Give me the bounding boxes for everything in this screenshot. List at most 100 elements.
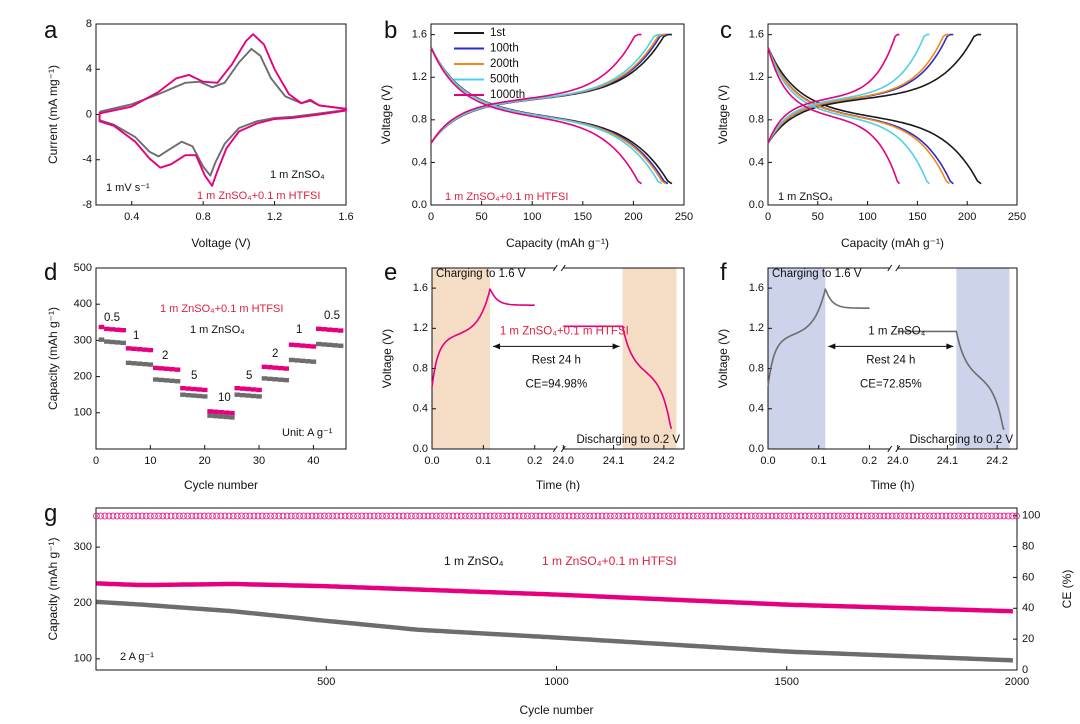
panel-g-ce-point — [478, 512, 486, 520]
panel-d-point — [261, 364, 268, 370]
panel-g-ce-point — [673, 512, 681, 520]
panel-g-ce-point — [793, 512, 801, 520]
panel-d-point — [245, 393, 251, 398]
panel-b-charge-curve — [430, 33, 668, 144]
panel-g-ce-point — [234, 512, 241, 520]
panel-d-point — [283, 377, 290, 383]
panel-g-ce-point — [503, 512, 511, 520]
panel-b-x-tick-label: 0 — [428, 211, 434, 223]
panel-d-rate-label: 10 — [218, 392, 231, 404]
panel-e-ylabel: Voltage (V) — [380, 329, 394, 388]
panel-g-ce-point — [607, 512, 614, 520]
panel-g-ce-point — [246, 512, 254, 520]
panel-g-ce-point — [544, 512, 552, 520]
panel-g-ce-point — [312, 512, 320, 520]
panel-c-x-tick-label: 100 — [858, 211, 876, 223]
panel-d-point — [272, 377, 279, 382]
panel-c-charge-curve — [767, 33, 950, 144]
panel-g-ce-point — [913, 512, 921, 520]
panel-d-point — [201, 394, 208, 399]
panel-f-electrolyte-label: 1 m ZnSO₄ — [868, 325, 925, 337]
panel-d-rate-label: 0.5 — [104, 312, 120, 324]
panel-g-ce-point — [930, 512, 937, 520]
panel-g-ce-point — [644, 512, 652, 520]
panel-g-ce-point — [669, 512, 676, 520]
panel-d-y-tick-label: 100 — [74, 407, 92, 419]
panel-g-ce-point — [951, 512, 958, 520]
panel-d-point — [180, 385, 186, 391]
panel-g-ce-point — [984, 512, 991, 520]
panel-g-ce-point — [221, 512, 229, 520]
panel-d-point — [299, 358, 306, 364]
panel-d-point — [109, 327, 116, 332]
panel-g-ce-point — [801, 512, 809, 520]
panel-g-ce-point — [743, 512, 751, 520]
panel-g-ce-point — [383, 512, 390, 520]
panel-g-ce-point — [822, 512, 830, 520]
panel-g-ce-point — [897, 512, 904, 520]
panel-e-electrolyte-label: 1 m ZnSO₄+0.1 m HTFSI — [500, 325, 629, 337]
panel-g-ce-point — [105, 512, 113, 520]
panel-g-ce-point — [988, 512, 996, 520]
panel-g-ce-point — [718, 512, 726, 520]
panel-d-point — [147, 347, 154, 353]
panel-d-point — [125, 346, 132, 351]
panel-d-point — [256, 387, 262, 393]
panel-g-ce-point — [996, 512, 1004, 520]
panel-d-point — [125, 360, 132, 366]
panel-d-point — [185, 386, 192, 391]
panel-d-point — [321, 342, 328, 347]
panel-g-x-tick-label: 1000 — [544, 676, 568, 688]
panel-a-y-tick-label: 4 — [86, 63, 92, 75]
panel-c-y-tick-label: 0.8 — [749, 114, 764, 126]
panel-b-x-tick-label: 200 — [624, 211, 642, 223]
panel-c-x-tick-label: 250 — [1008, 211, 1026, 223]
panel-g-ce-point — [760, 512, 768, 520]
panel-g-ce-point — [499, 512, 506, 520]
panel-d-point — [158, 377, 165, 383]
panel-g-ce-point — [138, 512, 146, 520]
panel-b-legend-label: 200th — [490, 58, 519, 70]
panel-g-ce-point — [901, 512, 908, 520]
panel-d-point — [98, 337, 105, 342]
panel-g-ce-point — [192, 512, 200, 520]
panel-g-x-tick-label: 2000 — [1005, 676, 1029, 688]
panel-d-point — [250, 393, 257, 399]
panel-g-ce-point — [855, 512, 863, 520]
panel-letter-d: d — [44, 259, 57, 286]
panel-g-ce-point — [602, 512, 610, 520]
panel-b-x-tick-label: 250 — [675, 211, 693, 223]
panel-d-unit: Unit: A g⁻¹ — [282, 427, 333, 439]
panel-g-ce-point — [648, 512, 656, 520]
panel-d-point — [234, 385, 241, 391]
panel-b-charge-curve — [430, 33, 666, 144]
panel-g-ce-point — [511, 512, 519, 520]
panel-c-y-tick-label: 0.4 — [749, 156, 764, 168]
panel-c-charge-curve — [767, 33, 900, 144]
panel-g-ce-point — [536, 512, 544, 520]
panel-g-ce-point — [830, 512, 838, 520]
panel-b-frame — [430, 23, 685, 206]
panel-g-ce-point — [117, 512, 125, 520]
panel-e-break-mark — [552, 264, 558, 272]
panel-a-label-grey: 1 m ZnSO₄ — [270, 169, 325, 181]
panel-g-ce-point — [636, 512, 643, 520]
panel-g-ce-point — [959, 512, 967, 520]
panel-g-ce-point — [917, 512, 925, 520]
panel-g-ce-point — [942, 512, 950, 520]
panel-b-charge-curve — [430, 33, 672, 144]
panel-f-break-mark — [887, 445, 893, 453]
panel-c-discharge-curve — [767, 47, 982, 185]
panel-g-ce-point — [938, 512, 946, 520]
panel-f-discharge-curve — [897, 330, 1005, 430]
panel-g-ce-point — [184, 512, 191, 520]
panel-g-ce-point — [926, 512, 933, 520]
panel-e-break-gap-bottom — [555, 446, 564, 452]
panel-g-ce-point — [967, 512, 975, 520]
panel-d-point — [229, 410, 235, 416]
panel-g-y2-tick-label: 40 — [1022, 602, 1034, 614]
panel-e-discharge-curve — [563, 325, 673, 430]
panel-g-ce-point — [296, 512, 303, 520]
panel-d-x-tick-label: 20 — [199, 455, 211, 467]
panel-g-ce-point — [412, 512, 419, 520]
